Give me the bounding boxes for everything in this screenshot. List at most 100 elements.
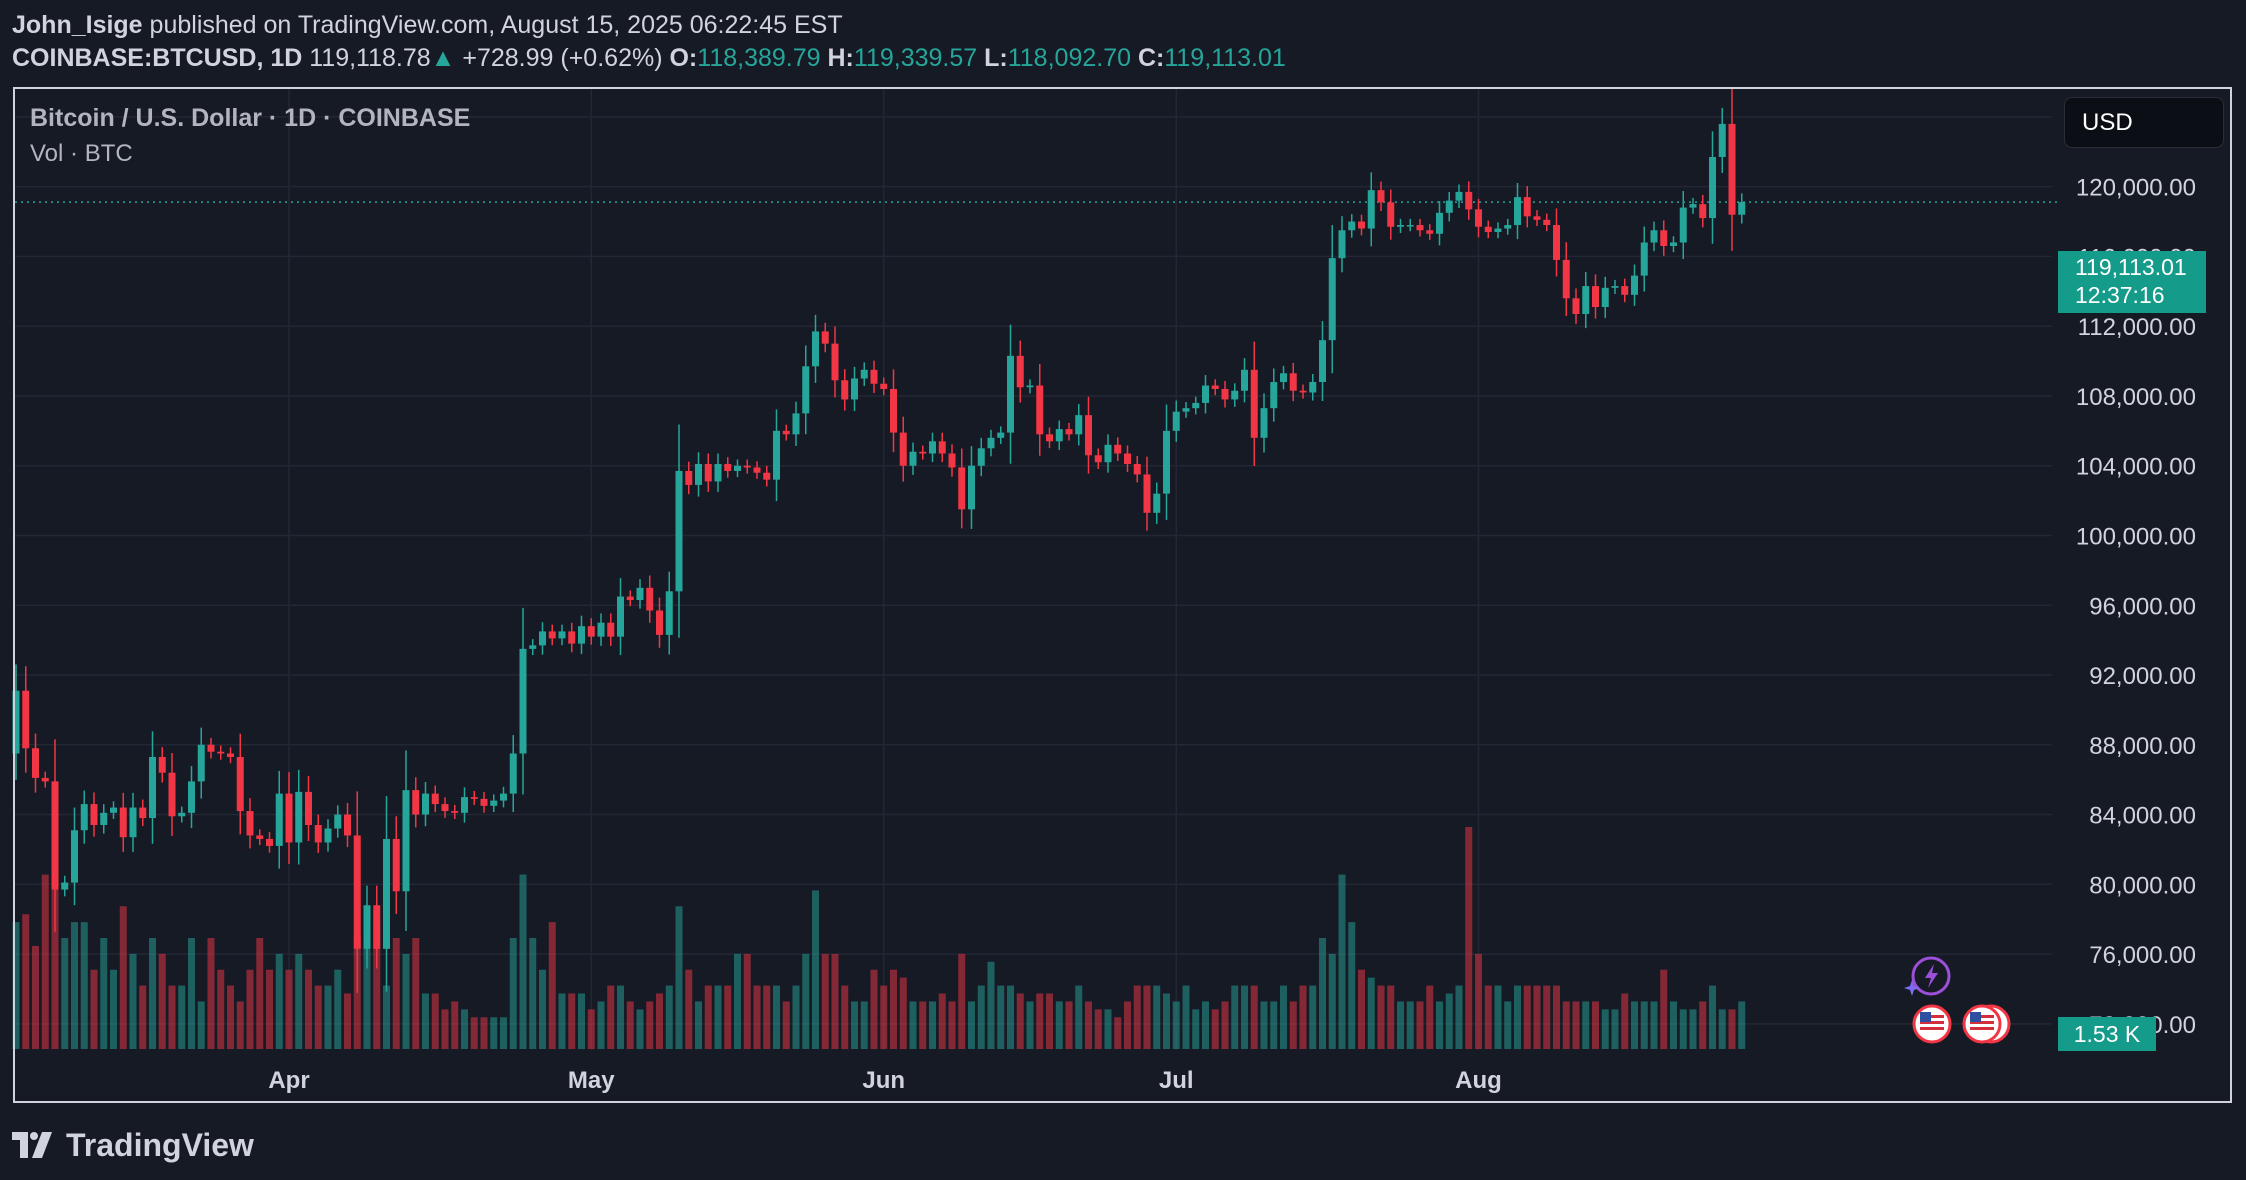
candle-body <box>392 838 400 892</box>
candle-body <box>461 797 468 813</box>
candle-body <box>665 591 673 635</box>
volume-bar <box>734 953 741 1049</box>
candle-body <box>500 793 507 801</box>
currency-button[interactable]: USD <box>2064 97 2224 148</box>
candle-body <box>490 800 498 806</box>
volume-bar <box>158 953 166 1049</box>
month-tick-label: Jun <box>862 1067 905 1094</box>
candle-body <box>373 905 381 949</box>
symbol-legend[interactable]: Bitcoin / U.S. Dollar · 1D · COINBASE <box>30 104 471 132</box>
candle-body <box>1718 123 1726 158</box>
volume-bar <box>607 985 615 1049</box>
volume-bar <box>1582 1001 1590 1049</box>
volume-bar <box>275 953 283 1049</box>
candle-body <box>636 587 644 601</box>
candle-body <box>1280 373 1287 383</box>
bar-countdown: 12:37:16 <box>2075 282 2165 308</box>
candle-body <box>1094 455 1102 463</box>
candle-body <box>110 807 117 813</box>
volume-bar <box>968 1001 975 1049</box>
up-arrow-icon: ▲ <box>430 44 456 72</box>
volume-bar <box>295 953 303 1049</box>
candle-body <box>714 463 722 482</box>
volume-bar <box>539 969 546 1049</box>
volume-bar <box>363 945 371 1049</box>
volume-bar <box>1358 969 1365 1049</box>
price-change: +728.99 (+0.62%) <box>462 44 663 72</box>
candle-body <box>22 690 30 749</box>
candle-body <box>158 756 166 773</box>
volume-bar <box>1124 1001 1131 1049</box>
volume-bar <box>22 914 30 1049</box>
event-markers[interactable] <box>1904 952 2014 1052</box>
volume-bar <box>383 985 390 1049</box>
volume-bar <box>100 938 108 1049</box>
volume-bar <box>246 969 254 1049</box>
volume-bar <box>519 874 527 1049</box>
volume-bar <box>529 938 537 1049</box>
ohlc-bar: COINBASE:BTCUSD, 1D 119,118.78▲ +728.99 … <box>12 42 1286 74</box>
candle-body <box>236 756 244 812</box>
logo-text: TradingView <box>66 1126 254 1163</box>
volume-bar <box>685 969 693 1049</box>
tradingview-logo[interactable]: TradingView <box>12 1123 254 1167</box>
volume-bar <box>1494 985 1502 1049</box>
volume-bar <box>1406 1001 1414 1049</box>
volume-bar <box>1621 993 1629 1049</box>
candle-body <box>1328 258 1336 341</box>
volume-bar <box>1221 1001 1229 1049</box>
candle-body <box>909 451 917 466</box>
volume-bar <box>1172 1001 1180 1049</box>
volume-bar <box>1416 1001 1424 1049</box>
volume-bar <box>1202 1001 1209 1049</box>
candle-body <box>1289 373 1297 391</box>
volume-bar <box>412 938 420 1049</box>
volume-legend[interactable]: Vol · BTC <box>30 140 133 167</box>
volume-bar <box>656 993 663 1049</box>
candle-body <box>519 648 527 754</box>
high-value: 119,339.57 <box>853 44 978 72</box>
candle-body <box>1436 212 1443 234</box>
volume-bar <box>548 922 556 1049</box>
candle-body <box>41 777 49 782</box>
candle-body <box>1601 287 1609 308</box>
volume-bar <box>1231 985 1239 1049</box>
candle-body <box>617 596 624 637</box>
candle-body <box>1562 259 1570 299</box>
volume-bar <box>1309 985 1317 1049</box>
volume-bar <box>168 985 176 1049</box>
volume-bar <box>314 985 322 1049</box>
volume-bar <box>1562 1001 1570 1049</box>
volume-bar <box>1163 993 1170 1049</box>
volume-bar <box>578 993 585 1049</box>
candle-body <box>841 380 849 400</box>
volume-bar <box>441 1009 449 1049</box>
volume-bar <box>1338 874 1346 1049</box>
candle-body <box>1348 221 1356 231</box>
candle-body <box>1679 207 1687 243</box>
volume-bar <box>61 938 69 1049</box>
candle-body <box>1250 369 1258 438</box>
candle-body <box>1231 390 1239 400</box>
candle-body <box>402 790 410 892</box>
candle-body <box>1689 204 1697 208</box>
volume-bar <box>646 1001 654 1049</box>
candle-body <box>71 830 78 883</box>
candle-body <box>197 744 205 782</box>
volume-bar <box>1553 985 1560 1049</box>
volume-bar <box>1114 1017 1122 1049</box>
volume-bar <box>461 1009 468 1049</box>
volume-bar <box>1104 1009 1112 1049</box>
volume-bar <box>80 922 88 1049</box>
volume-bar <box>392 938 400 1049</box>
candle-body <box>743 465 751 468</box>
volume-bar <box>665 985 673 1049</box>
volume-bar <box>753 985 761 1049</box>
author-name[interactable]: John_Isige <box>12 11 143 39</box>
candle-body <box>1631 275 1638 295</box>
volume-bar <box>1660 969 1668 1049</box>
volume-bar <box>129 953 137 1049</box>
candle-body <box>938 441 946 454</box>
volume-bar <box>812 890 819 1049</box>
volume-bar <box>860 1001 868 1049</box>
